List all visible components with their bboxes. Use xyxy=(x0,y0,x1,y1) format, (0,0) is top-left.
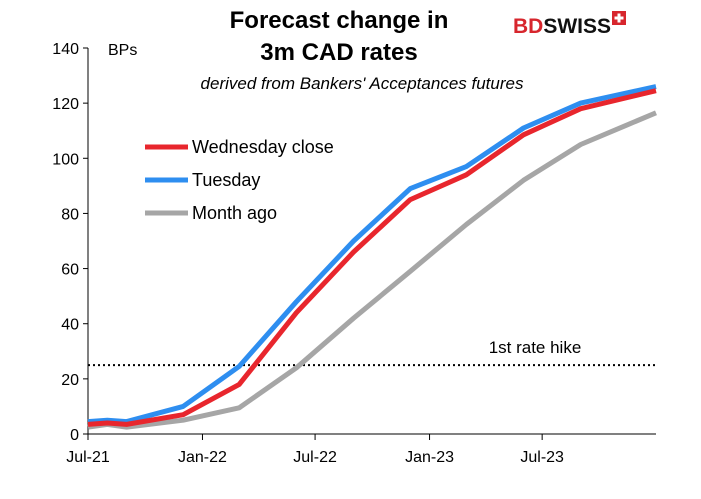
brand-logo: BDSWISS xyxy=(513,11,626,38)
y-tick-label: 0 xyxy=(70,427,79,444)
x-tick-label: Jul-21 xyxy=(66,449,110,466)
brand-logo-text-b: SWISS xyxy=(543,15,611,38)
y-axis-label: BPs xyxy=(108,42,137,59)
y-tick-label: 60 xyxy=(61,262,79,279)
x-tick-label: Jul-23 xyxy=(520,449,564,466)
x-tick-label: Jan-22 xyxy=(178,449,227,466)
x-tick-label: Jan-23 xyxy=(405,449,454,466)
y-tick-label: 80 xyxy=(61,206,79,223)
y-tick-label: 20 xyxy=(61,372,79,389)
series-line-wednesday-close xyxy=(87,88,657,427)
chart-subtitle: derived from Bankers' Acceptances future… xyxy=(201,74,524,93)
y-tick-label: 40 xyxy=(61,317,79,334)
reference-line-label: 1st rate hike xyxy=(489,338,582,357)
series-line-tuesday xyxy=(87,84,657,425)
legend: Wednesday close Tuesday Month ago xyxy=(145,137,334,223)
chart-title-line2: 3m CAD rates xyxy=(260,39,417,66)
legend-label-month-ago: Month ago xyxy=(192,203,277,223)
y-axis: 0 20 40 60 80 100 120 140 xyxy=(52,41,89,444)
y-tick-label: 120 xyxy=(52,96,79,113)
x-tick-label: Jul-22 xyxy=(293,449,337,466)
y-tick-label: 140 xyxy=(52,41,79,58)
reference-line-group: 1st rate hike xyxy=(88,338,656,367)
legend-label-wednesday-close: Wednesday close xyxy=(192,137,334,157)
brand-logo-cross-h xyxy=(614,16,624,20)
x-axis: Jul-21 Jan-22 Jul-22 Jan-23 Jul-23 xyxy=(66,433,656,466)
legend-label-tuesday: Tuesday xyxy=(192,170,260,190)
y-tick-label: 100 xyxy=(52,151,79,168)
brand-logo-text: BDSWISS xyxy=(513,15,611,38)
brand-logo-text-a: BD xyxy=(513,15,543,38)
series-group xyxy=(87,84,657,430)
chart-title-line1: Forecast change in xyxy=(230,7,449,34)
